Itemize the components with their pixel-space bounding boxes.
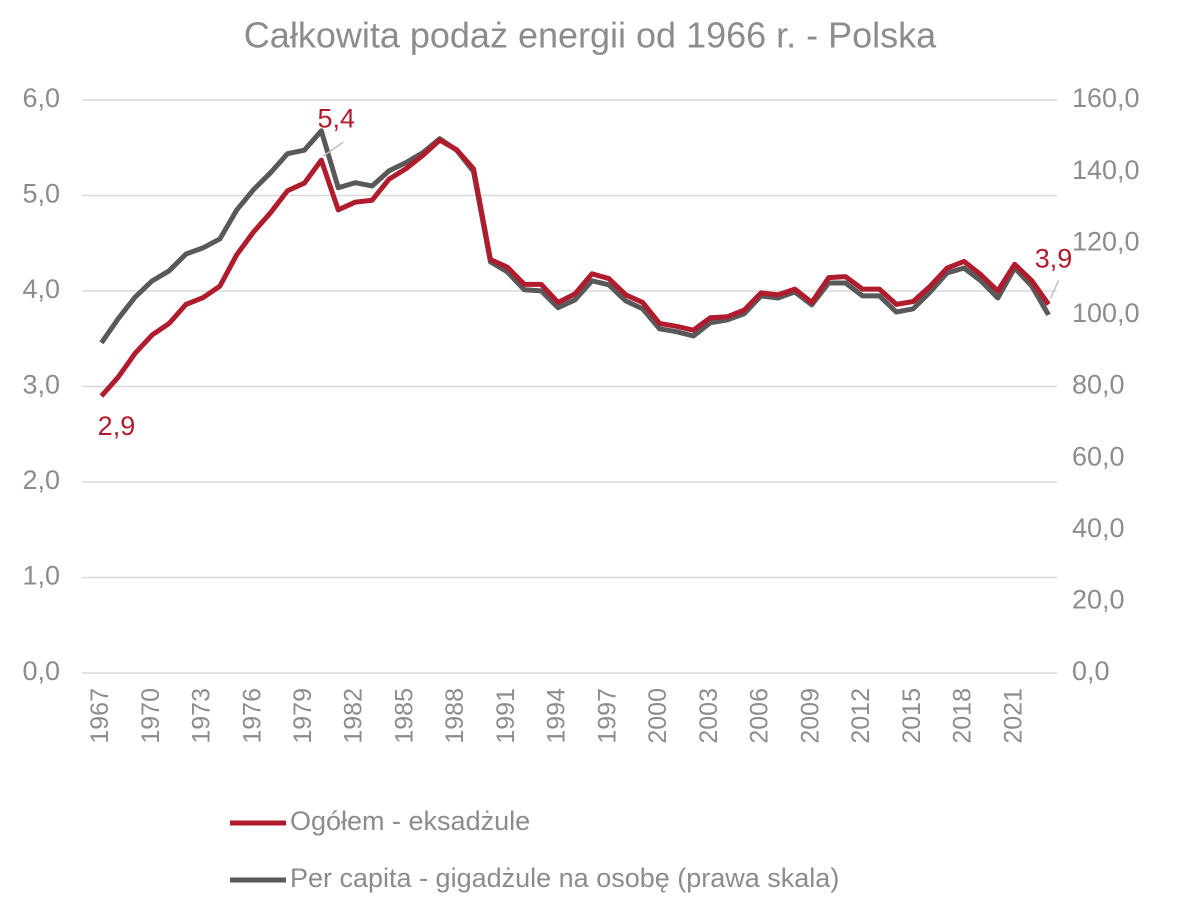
x-tick-label: 1991 [492, 688, 520, 744]
y-tick-label: 2,0 [22, 465, 60, 495]
x-tick-label: 2003 [695, 688, 723, 744]
legend-label: Per capita - gigadżule na osobę (prawa s… [290, 863, 839, 893]
y2-tick-label: 120,0 [1072, 226, 1140, 256]
data-label: 2,9 [98, 411, 136, 441]
y2-tick-label: 60,0 [1072, 441, 1125, 471]
x-tick-label: 1976 [238, 688, 266, 744]
x-tick-label: 1979 [289, 688, 317, 744]
x-tick-label: 2018 [949, 688, 977, 744]
leader-line [1049, 280, 1060, 299]
y2-tick-label: 20,0 [1072, 585, 1125, 615]
x-tick-label: 2015 [898, 688, 926, 744]
data-label: 3,9 [1035, 243, 1073, 273]
legend-label: Ogółem - eksadżule [290, 806, 530, 836]
leader-line [322, 141, 344, 157]
x-tick-label: 2000 [644, 688, 672, 744]
data-label: 5,4 [318, 103, 356, 133]
y2-tick-label: 0,0 [1072, 656, 1110, 686]
series-line [99, 137, 1051, 398]
x-tick-label: 2012 [847, 688, 875, 744]
y2-tick-label: 160,0 [1072, 83, 1140, 113]
y-tick-label: 4,0 [22, 274, 60, 304]
x-tick-label: 2021 [999, 688, 1027, 744]
y2-tick-label: 140,0 [1072, 155, 1140, 185]
x-tick-label: 1994 [543, 688, 571, 744]
x-tick-label: 1997 [593, 688, 621, 744]
chart-title: Całkowita podaż energii od 1966 r. - Pol… [244, 15, 937, 56]
y2-tick-label: 100,0 [1072, 298, 1140, 328]
x-tick-label: 2009 [796, 688, 824, 744]
x-tick-label: 1982 [340, 688, 368, 744]
y2-tick-label: 80,0 [1072, 370, 1125, 400]
y-tick-label: 3,0 [22, 370, 60, 400]
series-line [99, 128, 1051, 345]
y-tick-label: 1,0 [22, 561, 60, 591]
x-tick-label: 1967 [86, 688, 114, 744]
y2-tick-label: 40,0 [1072, 513, 1125, 543]
y-tick-label: 5,0 [22, 179, 60, 209]
x-tick-label: 1970 [137, 688, 165, 744]
x-tick-label: 1988 [441, 688, 469, 744]
y-tick-label: 6,0 [22, 83, 60, 113]
x-tick-label: 2006 [746, 688, 774, 744]
x-tick-label: 1985 [390, 688, 418, 744]
x-tick-label: 1973 [188, 688, 216, 744]
y-tick-label: 0,0 [22, 656, 60, 686]
